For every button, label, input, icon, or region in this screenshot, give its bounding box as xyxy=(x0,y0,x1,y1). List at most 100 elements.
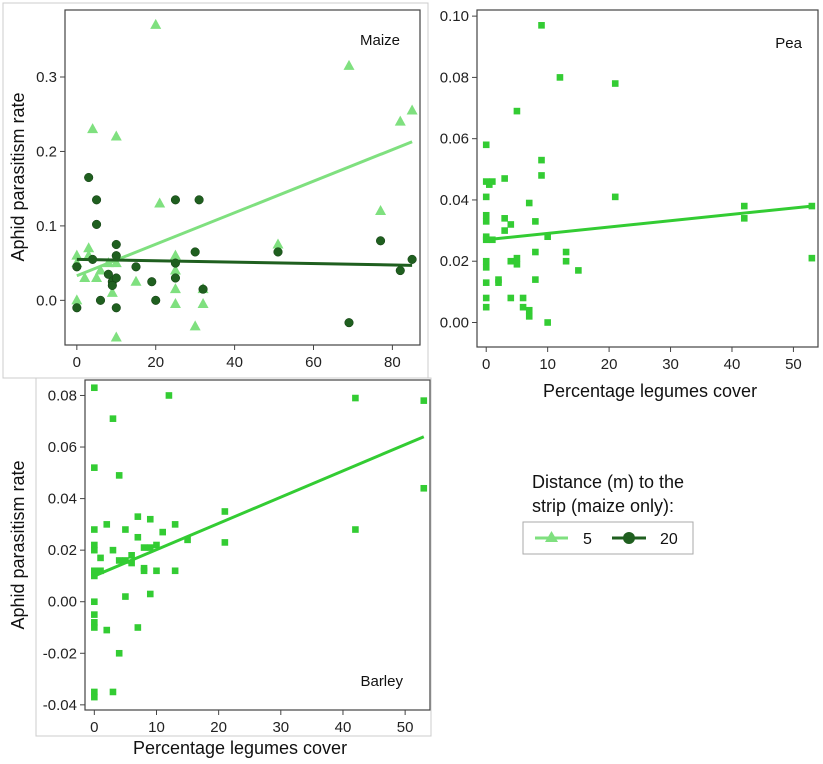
barley-x-axis-label: Percentage legumes cover xyxy=(133,738,347,758)
barley-x-tick-label: 50 xyxy=(397,719,414,736)
barley-point xyxy=(91,567,98,575)
maize-point-20 xyxy=(198,284,208,294)
barley-point xyxy=(103,626,111,634)
maize-y-tick-label: 0.1 xyxy=(36,218,57,235)
barley-y-tick-label: -0.02 xyxy=(43,645,77,662)
pea-y-tick-label: 0.10 xyxy=(440,8,469,25)
pea-point xyxy=(482,141,490,149)
barley-point xyxy=(153,567,160,575)
pea-point xyxy=(740,202,748,210)
barley-point xyxy=(115,649,123,657)
maize-point-5 xyxy=(272,238,284,249)
legend-title-line1: Distance (m) to the xyxy=(532,472,684,492)
maize-point-20 xyxy=(131,262,141,272)
maize-point-20 xyxy=(72,303,82,313)
maize-figure-border xyxy=(2,2,429,379)
barley-point xyxy=(122,526,129,533)
barley-point xyxy=(134,533,142,541)
pea-point xyxy=(532,276,539,283)
maize-point-5 xyxy=(169,283,181,294)
barley-panel: Barley Aphid parasitism rate Percentage … xyxy=(8,377,432,758)
maize-point-5 xyxy=(394,115,406,126)
maize-point-5 xyxy=(130,275,142,286)
maize-point-20 xyxy=(111,273,121,283)
barley-point xyxy=(146,590,154,598)
maize-point-5 xyxy=(406,104,418,115)
pea-point xyxy=(611,193,619,201)
maize-point-20 xyxy=(170,273,180,283)
pea-point xyxy=(482,193,490,201)
pea-x-tick-label: 40 xyxy=(724,356,741,373)
barley-panel-title: Barley xyxy=(360,673,403,690)
barley-point xyxy=(153,541,160,549)
pea-panel-title: Pea xyxy=(775,35,802,52)
barley-point xyxy=(91,693,98,701)
barley-point xyxy=(140,544,148,551)
maize-panel-title: Maize xyxy=(360,32,400,49)
barley-point xyxy=(420,397,428,404)
maize-point-20 xyxy=(147,277,157,287)
pea-point xyxy=(482,279,490,286)
pea-x-tick-label: 0 xyxy=(482,356,490,373)
maize-point-20 xyxy=(376,236,386,246)
maize-y-tick-label: 0.2 xyxy=(36,143,57,160)
barley-point xyxy=(221,508,229,515)
maize-point-20 xyxy=(151,295,161,305)
maize-point-5 xyxy=(79,272,91,282)
barley-point xyxy=(91,464,98,471)
barley-y-tick-label: 0.02 xyxy=(48,542,77,559)
barley-point xyxy=(171,521,179,528)
maize-point-5 xyxy=(83,242,95,253)
pea-point xyxy=(501,215,508,222)
barley-fit-line-series xyxy=(93,435,425,578)
legend: Distance (m) to the strip (maize only): … xyxy=(522,472,694,555)
maize-point-20 xyxy=(72,262,82,272)
maize-point-20 xyxy=(273,247,283,257)
maize-panel: Maize Aphid parasitism rate 0 20 40 60 80 0.0… xyxy=(2,2,429,379)
legend-label-5: 5 xyxy=(583,531,592,548)
maize-point-5 xyxy=(343,59,355,70)
pea-point xyxy=(562,248,570,256)
pea-point xyxy=(482,264,490,271)
barley-point xyxy=(122,557,129,564)
maize-fit-line-20 xyxy=(76,257,413,267)
barley-y-tick-label: 0.06 xyxy=(48,439,77,456)
barley-y-tick-label: 0.08 xyxy=(48,387,77,404)
pea-y-tick-label: 0.08 xyxy=(440,69,469,86)
barley-point xyxy=(91,526,98,533)
maize-plot-frame xyxy=(64,9,421,346)
barley-point xyxy=(122,593,129,600)
maize-point-5 xyxy=(150,18,162,29)
maize-point-5 xyxy=(87,123,99,134)
pea-point xyxy=(495,279,502,286)
pea-point xyxy=(808,254,816,262)
pea-point xyxy=(538,172,545,179)
barley-point xyxy=(91,611,98,618)
barley-point xyxy=(109,688,117,696)
maize-point-20 xyxy=(103,269,113,279)
pea-point xyxy=(611,80,619,87)
pea-point xyxy=(532,248,539,256)
barley-x-tick-label: 0 xyxy=(90,719,98,736)
barley-point xyxy=(128,552,135,559)
barley-point xyxy=(91,624,98,631)
maize-point-5 xyxy=(95,264,106,275)
barley-point xyxy=(115,557,123,564)
pea-point xyxy=(482,211,490,219)
pea-point xyxy=(544,319,551,326)
legend-title-line2: strip (maize only): xyxy=(532,496,674,516)
barley-point xyxy=(140,567,148,575)
maize-point-5 xyxy=(169,249,181,260)
maize-point-20 xyxy=(92,219,102,229)
pea-x-tick-label: 10 xyxy=(539,356,556,373)
barley-point xyxy=(352,394,359,402)
maize-point-5 xyxy=(169,298,181,309)
pea-x-tick-label: 20 xyxy=(601,356,618,373)
pea-point xyxy=(507,294,515,302)
pea-point xyxy=(507,257,515,265)
barley-point xyxy=(115,472,123,479)
maize-point-20 xyxy=(344,318,354,328)
pea-point xyxy=(513,254,521,262)
maize-point-20 xyxy=(111,303,121,313)
